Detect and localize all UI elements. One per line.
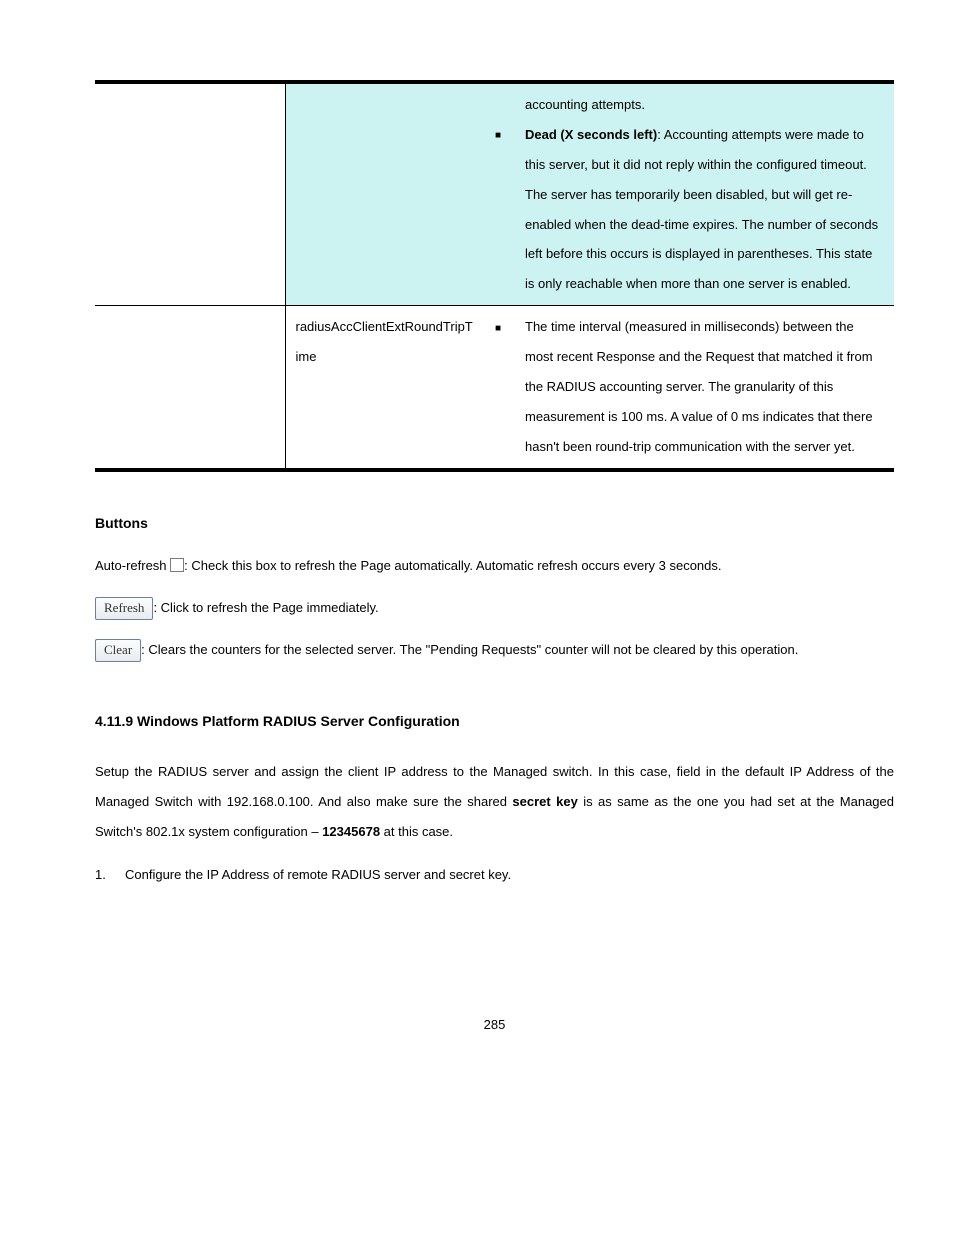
cell-description: The time interval (measured in milliseco… bbox=[515, 306, 894, 470]
state-label-bold: Dead (X seconds left) bbox=[525, 127, 657, 142]
clear-line: Clear: Clears the counters for the selec… bbox=[95, 635, 894, 665]
step-content: Configure the IP Address of remote RADIU… bbox=[125, 860, 894, 890]
cell-bullet: ■ bbox=[485, 82, 515, 306]
cell-col1 bbox=[95, 82, 285, 306]
refresh-text: : Click to refresh the Page immediately. bbox=[153, 600, 378, 615]
setup-text-3: at this case. bbox=[380, 824, 453, 839]
text-before: accounting attempts. bbox=[525, 97, 645, 112]
clear-text: : Clears the counters for the selected s… bbox=[141, 642, 798, 657]
page-number: 285 bbox=[95, 1010, 894, 1040]
section-heading: 4.11.9 Windows Platform RADIUS Server Co… bbox=[95, 705, 894, 737]
data-table: ■ accounting attempts. Dead (X seconds l… bbox=[95, 80, 894, 472]
refresh-button[interactable]: Refresh bbox=[95, 597, 153, 620]
checkbox-icon[interactable] bbox=[170, 558, 184, 572]
page-container: ■ accounting attempts. Dead (X seconds l… bbox=[0, 0, 954, 1235]
cell-description: accounting attempts. Dead (X seconds lef… bbox=[515, 82, 894, 306]
secret-key-bold: secret key bbox=[512, 794, 577, 809]
auto-refresh-label: Auto-refresh bbox=[95, 558, 170, 573]
cell-bullet: ■ bbox=[485, 306, 515, 470]
square-bullet-icon: ■ bbox=[495, 130, 501, 141]
refresh-line: Refresh: Click to refresh the Page immed… bbox=[95, 593, 894, 623]
cell-col2: radiusAccClientExtRoundTripTime bbox=[285, 306, 485, 470]
text-after: : Accounting attempts were made to this … bbox=[525, 127, 878, 291]
secret-value-bold: 12345678 bbox=[322, 824, 380, 839]
ordered-list-item: 1. Configure the IP Address of remote RA… bbox=[95, 860, 894, 890]
table-row: ■ accounting attempts. Dead (X seconds l… bbox=[95, 82, 894, 306]
auto-refresh-line: Auto-refresh : Check this box to refresh… bbox=[95, 551, 894, 581]
cell-col2 bbox=[285, 82, 485, 306]
buttons-heading: Buttons bbox=[95, 507, 894, 539]
auto-refresh-text: : Check this box to refresh the Page aut… bbox=[184, 558, 721, 573]
square-bullet-icon: ■ bbox=[495, 323, 501, 334]
clear-button[interactable]: Clear bbox=[95, 639, 141, 662]
setup-paragraph: Setup the RADIUS server and assign the c… bbox=[95, 757, 894, 847]
step-number: 1. bbox=[95, 860, 125, 890]
cell-col1 bbox=[95, 306, 285, 470]
table-row: radiusAccClientExtRoundTripTime ■ The ti… bbox=[95, 306, 894, 470]
